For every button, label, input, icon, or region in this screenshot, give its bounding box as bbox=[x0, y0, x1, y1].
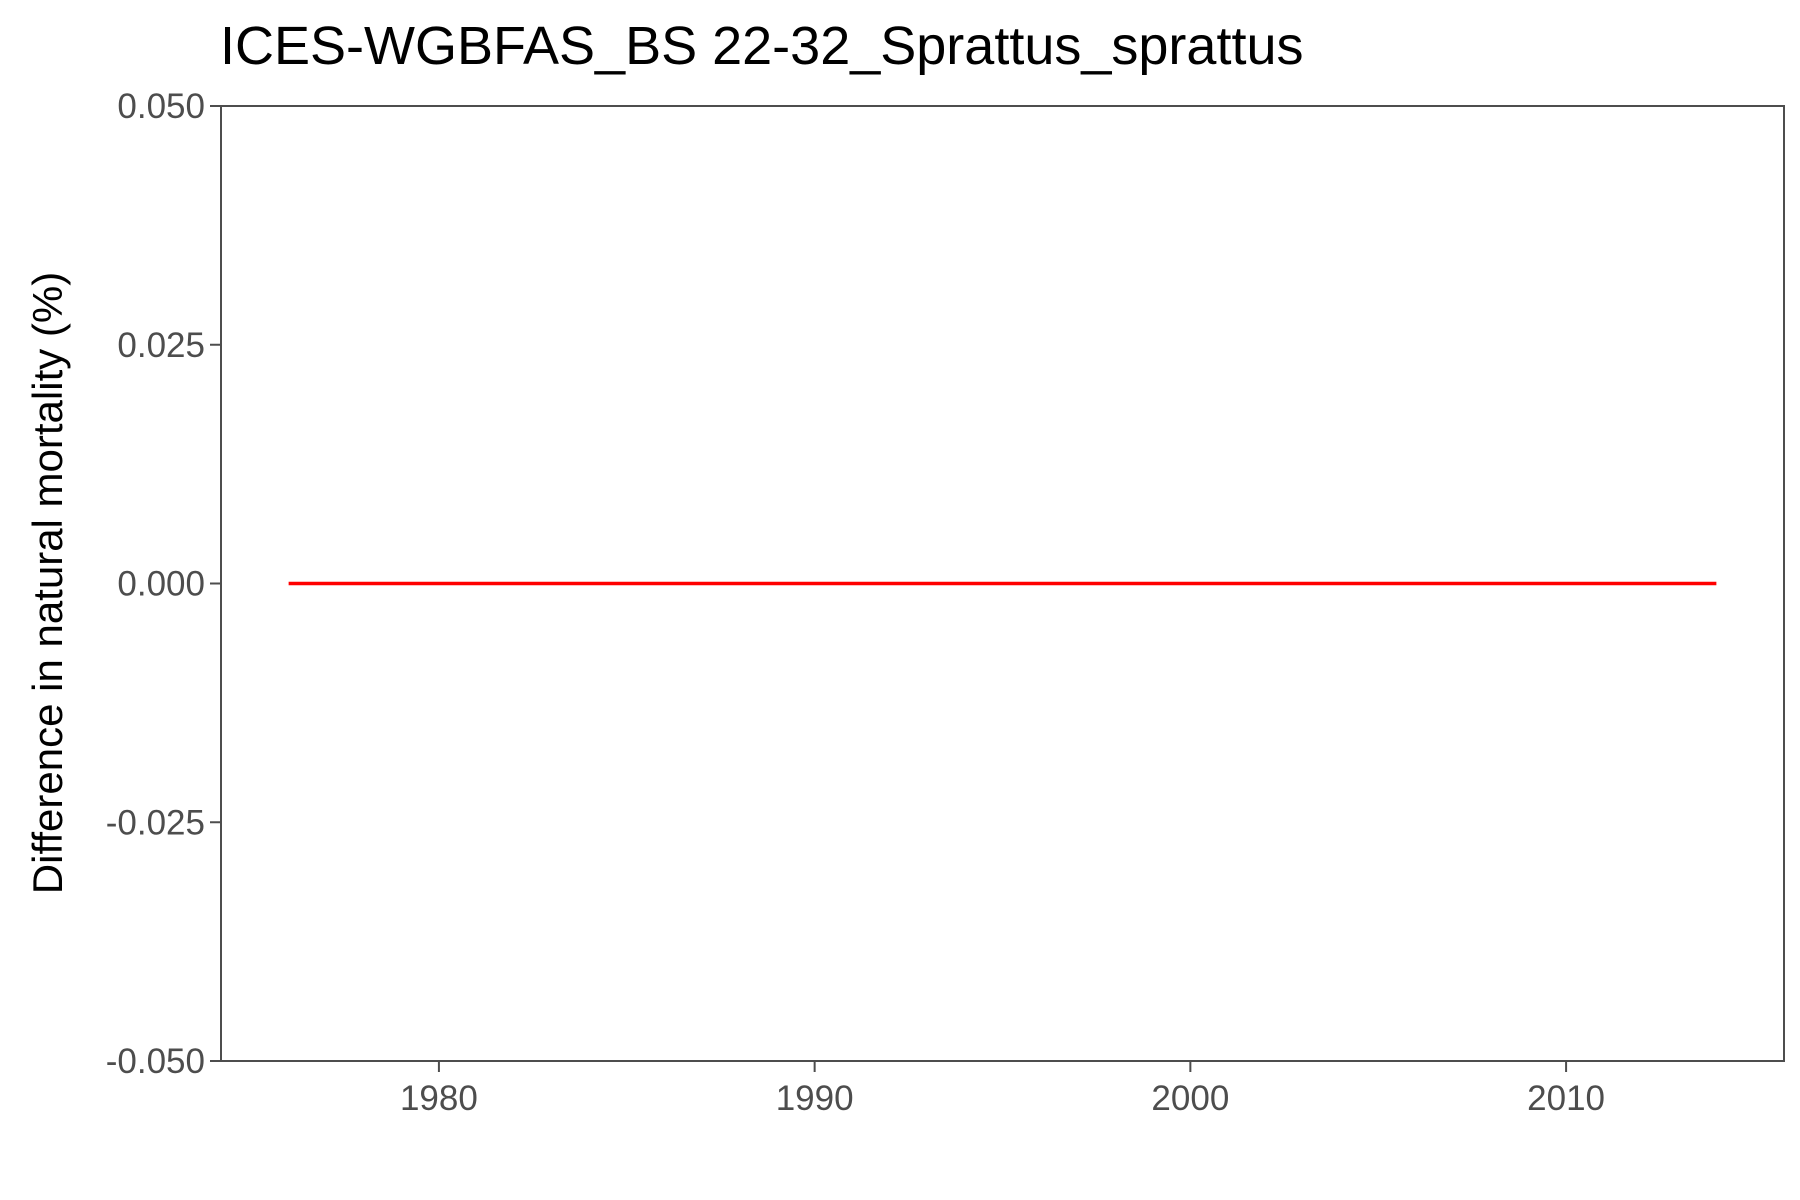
y-axis-title: Difference in natural mortality (%) bbox=[24, 272, 71, 894]
y-tick-label: -0.050 bbox=[106, 1042, 205, 1081]
x-tick-label: 2010 bbox=[1527, 1079, 1605, 1118]
x-axis: 1980 1990 2000 2010 bbox=[400, 1061, 1605, 1118]
y-tick-label: 0.025 bbox=[117, 326, 205, 365]
y-tick-label: -0.025 bbox=[106, 803, 205, 842]
chart-title: ICES-WGBFAS_BS 22-32_Sprattus_sprattus bbox=[220, 16, 1303, 76]
y-tick-label: 0.050 bbox=[117, 87, 205, 126]
y-tick-label: 0.000 bbox=[117, 565, 205, 604]
x-tick-label: 2000 bbox=[1151, 1079, 1229, 1118]
y-axis: -0.050 -0.025 0.000 0.025 0.050 bbox=[106, 87, 221, 1081]
x-tick-label: 1980 bbox=[400, 1079, 478, 1118]
x-tick-label: 1990 bbox=[776, 1079, 854, 1118]
